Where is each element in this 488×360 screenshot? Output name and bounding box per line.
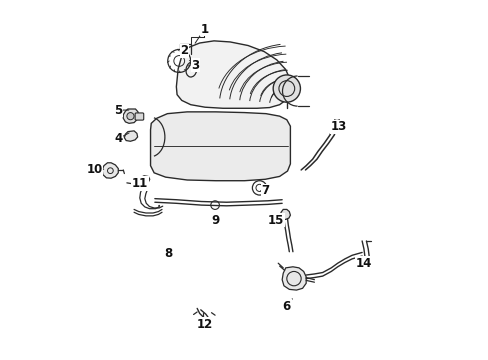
Text: 4: 4 bbox=[114, 132, 122, 145]
Polygon shape bbox=[282, 267, 305, 290]
Text: 7: 7 bbox=[261, 184, 269, 197]
Polygon shape bbox=[140, 176, 149, 184]
Text: 15: 15 bbox=[267, 214, 284, 227]
Polygon shape bbox=[280, 210, 290, 220]
Circle shape bbox=[126, 113, 134, 120]
Text: 5: 5 bbox=[114, 104, 122, 117]
Text: 13: 13 bbox=[330, 121, 346, 134]
Polygon shape bbox=[124, 131, 137, 141]
Text: 3: 3 bbox=[191, 59, 199, 72]
Text: 10: 10 bbox=[86, 163, 102, 176]
Text: 11: 11 bbox=[131, 177, 147, 190]
Text: 6: 6 bbox=[282, 300, 290, 313]
Text: 2: 2 bbox=[180, 44, 188, 57]
Text: 9: 9 bbox=[210, 214, 219, 227]
Text: 1: 1 bbox=[200, 23, 208, 36]
Text: 8: 8 bbox=[164, 247, 172, 260]
FancyBboxPatch shape bbox=[135, 113, 143, 120]
Polygon shape bbox=[102, 163, 118, 178]
Polygon shape bbox=[176, 41, 290, 108]
Text: 1: 1 bbox=[200, 23, 208, 36]
Polygon shape bbox=[123, 109, 139, 123]
Circle shape bbox=[273, 75, 300, 102]
Polygon shape bbox=[150, 112, 290, 181]
Text: 12: 12 bbox=[196, 318, 212, 331]
Text: 14: 14 bbox=[355, 257, 371, 270]
